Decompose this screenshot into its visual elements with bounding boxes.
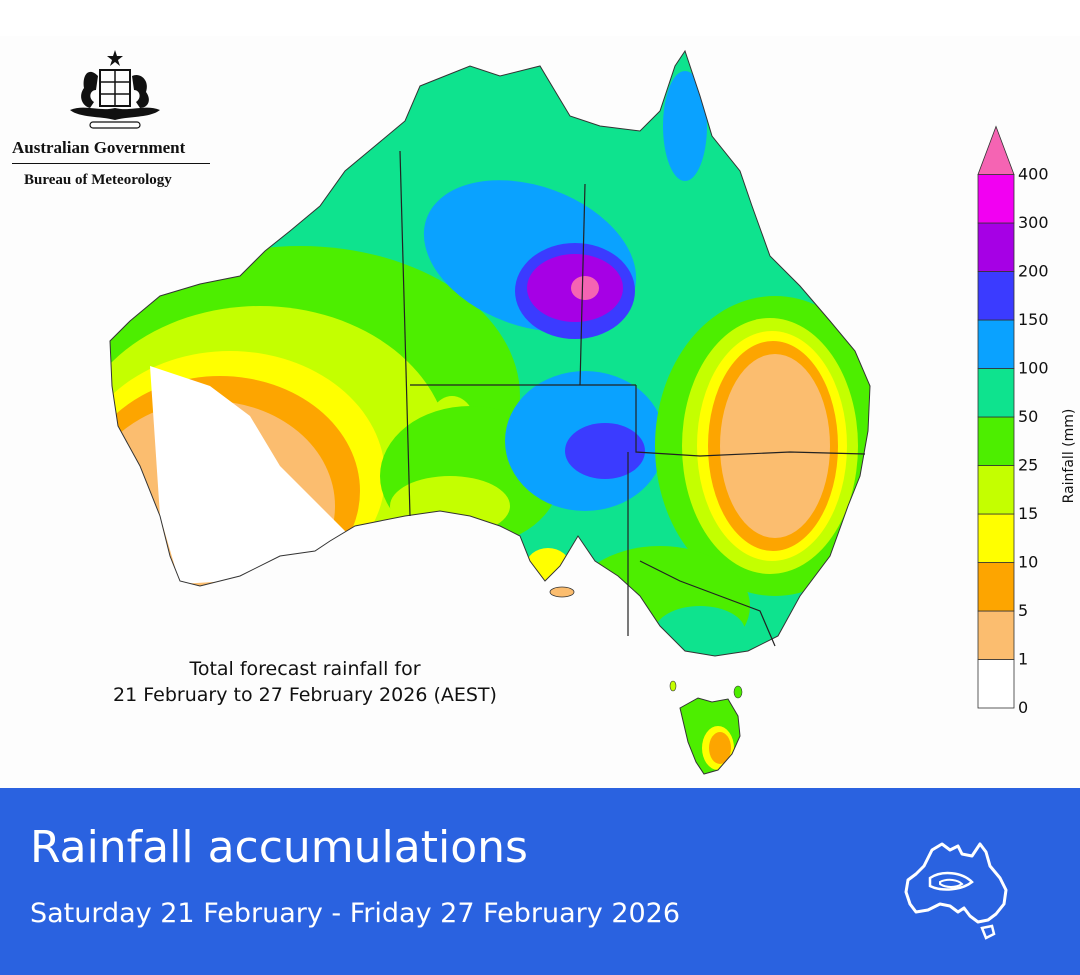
kangaroo-island — [549, 586, 575, 598]
legend-label-25: 25 — [1018, 456, 1038, 475]
legend-cell-200 — [977, 222, 1015, 272]
king-island — [669, 680, 677, 692]
nt-qld-border — [579, 183, 586, 386]
legend-label-400: 400 — [1018, 165, 1049, 184]
legend-cell-1 — [977, 610, 1015, 660]
footer-subtitle: Saturday 21 February - Friday 27 Februar… — [30, 898, 681, 929]
caption-line-1: Total forecast rainfall for — [189, 658, 421, 680]
mainland-coastline — [109, 49, 871, 657]
legend-cell-5 — [977, 562, 1015, 612]
caption-line-2: 21 February to 27 February 2026 (AEST) — [113, 684, 497, 706]
map-caption: Total forecast rainfall for 21 February … — [60, 656, 550, 708]
legend-cell-10 — [977, 513, 1015, 563]
legend-cell-25 — [977, 416, 1015, 466]
legend-colour-cells — [977, 125, 1015, 709]
wa-border — [399, 150, 411, 517]
legend-cell-100 — [977, 319, 1015, 369]
state-borders — [399, 150, 866, 647]
legend-label-200: 200 — [1018, 262, 1049, 281]
forecast-map-panel: 0 1 5 10 15 25 50 100 150 200 300 400 Rainfall (mm)… — [0, 36, 1080, 788]
legend-label-100: 100 — [1018, 359, 1049, 378]
flinders-island — [733, 685, 743, 699]
footer-title: Rainfall accumulations — [30, 822, 528, 873]
legend-label-300: 300 — [1018, 213, 1049, 232]
bureau-name: Bureau of Meteorology — [24, 172, 172, 188]
coat-of-arms-icon — [70, 50, 160, 129]
legend-label-1: 1 — [1018, 650, 1028, 669]
nsw-vic-border — [639, 560, 776, 647]
legend-label-0: 0 — [1018, 698, 1028, 717]
legend-label-150: 150 — [1018, 310, 1049, 329]
government-name: Australian Government — [12, 138, 186, 157]
legend-cell-50 — [977, 368, 1015, 418]
legend-cell-0 — [977, 659, 1015, 709]
legend-title: Rainfall (mm) — [1061, 409, 1077, 504]
footer-banner: Rainfall accumulations Saturday 21 Febru… — [0, 788, 1080, 975]
legend-label-10: 10 — [1018, 553, 1038, 572]
legend-cell-over-400 — [977, 125, 1015, 175]
legend-label-15: 15 — [1018, 504, 1038, 523]
logo-divider — [12, 163, 210, 164]
legend-cell-300 — [977, 174, 1015, 224]
qld-nsw-border — [635, 385, 866, 457]
top-margin — [0, 0, 1080, 36]
legend-label-50: 50 — [1018, 407, 1038, 426]
legend-cell-15 — [977, 465, 1015, 515]
legend-cell-150 — [977, 271, 1015, 321]
legend-label-5: 5 — [1018, 601, 1028, 620]
australia-rainfall-icon — [904, 842, 1008, 940]
tasmania-coastline — [679, 697, 741, 775]
tasmania-rainfall-field — [680, 698, 740, 774]
